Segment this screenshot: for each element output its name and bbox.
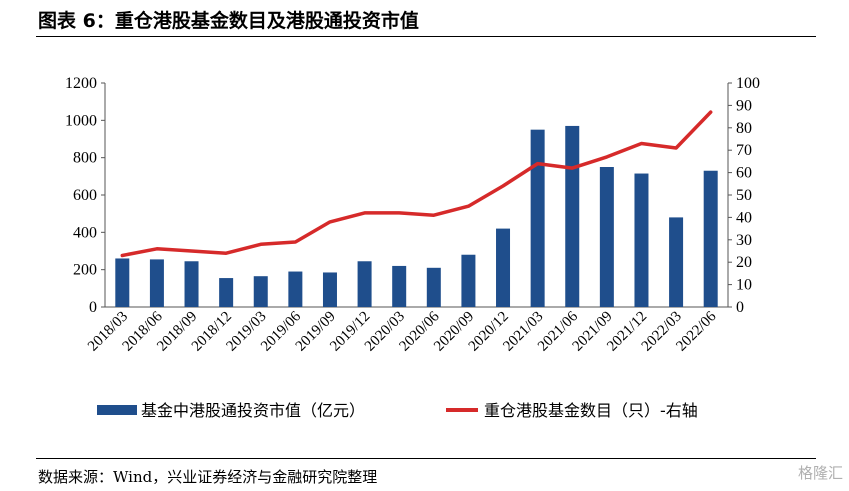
- fund-count-line: [120, 110, 713, 258]
- legend: 基金中港股通投资市值（亿元） 重仓港股基金数目（只）-右轴: [97, 401, 698, 420]
- source-note: 数据来源：Wind，兴业证券经济与金融研究院整理: [38, 468, 378, 486]
- title-divider: [36, 36, 816, 37]
- chart-title: 图表 6：重仓港股基金数目及港股通投资市值: [38, 10, 419, 32]
- y-left-tick-label: 0: [89, 299, 97, 316]
- legend-bar-label: 基金中港股通投资市值（亿元）: [141, 401, 365, 420]
- line-series: [120, 110, 713, 258]
- y-right-tick-label: 50: [736, 187, 752, 204]
- chart-axes: 0 200 400 600 800 1000 1200 0 10 20 30 40 50 60 70 80 90…: [65, 75, 760, 316]
- y-left-tick-label: 400: [73, 224, 97, 241]
- bar: [219, 278, 234, 307]
- watermark-logo: 格隆汇: [797, 464, 843, 482]
- bar: [392, 265, 407, 307]
- y-right-tick-label: 40: [736, 209, 752, 226]
- bar: [115, 258, 130, 307]
- combo-chart: 0 200 400 600 800 1000 1200 0 10 20 30 40 50 60 70 80 90…: [65, 75, 760, 420]
- bar: [599, 167, 614, 307]
- y-left-tick-label: 600: [73, 187, 97, 204]
- bar: [253, 276, 268, 307]
- bar: [703, 170, 718, 307]
- x-axis-ticks: 2018/032018/062018/092018/122019/032019/…: [85, 308, 720, 354]
- y-right-tick-label: 70: [736, 142, 752, 159]
- bar: [530, 129, 545, 307]
- y-right-tick-label: 30: [736, 232, 752, 249]
- legend-bar-swatch: [97, 405, 137, 415]
- y-right-tick-label: 0: [736, 299, 744, 316]
- y-right-tick-label: 60: [736, 165, 752, 182]
- bar: [149, 259, 164, 307]
- bar: [288, 271, 303, 307]
- y-left-tick-label: 800: [73, 150, 97, 167]
- bar: [634, 173, 649, 307]
- bar: [496, 228, 511, 307]
- bar: [322, 272, 337, 307]
- source-divider: [36, 458, 816, 459]
- bar: [565, 125, 580, 307]
- y-left-tick-label: 200: [73, 262, 97, 279]
- y-left-tick-label: 1200: [65, 75, 97, 92]
- y-right-tick-label: 20: [736, 254, 752, 271]
- y-right-tick-label: 10: [736, 277, 752, 294]
- bar: [357, 261, 372, 307]
- y-left-tick-label: 1000: [65, 112, 97, 129]
- y-right-tick-label: 80: [736, 120, 752, 137]
- bar: [669, 217, 684, 307]
- y-right-tick-label: 100: [736, 75, 760, 92]
- legend-line-label: 重仓港股基金数目（只）-右轴: [484, 401, 698, 420]
- bar: [461, 254, 476, 307]
- x-tick-label: 2022/06: [673, 308, 719, 354]
- bar: [184, 261, 199, 307]
- bar: [426, 267, 441, 307]
- y-right-tick-label: 90: [736, 97, 752, 114]
- bar-series: [115, 125, 718, 307]
